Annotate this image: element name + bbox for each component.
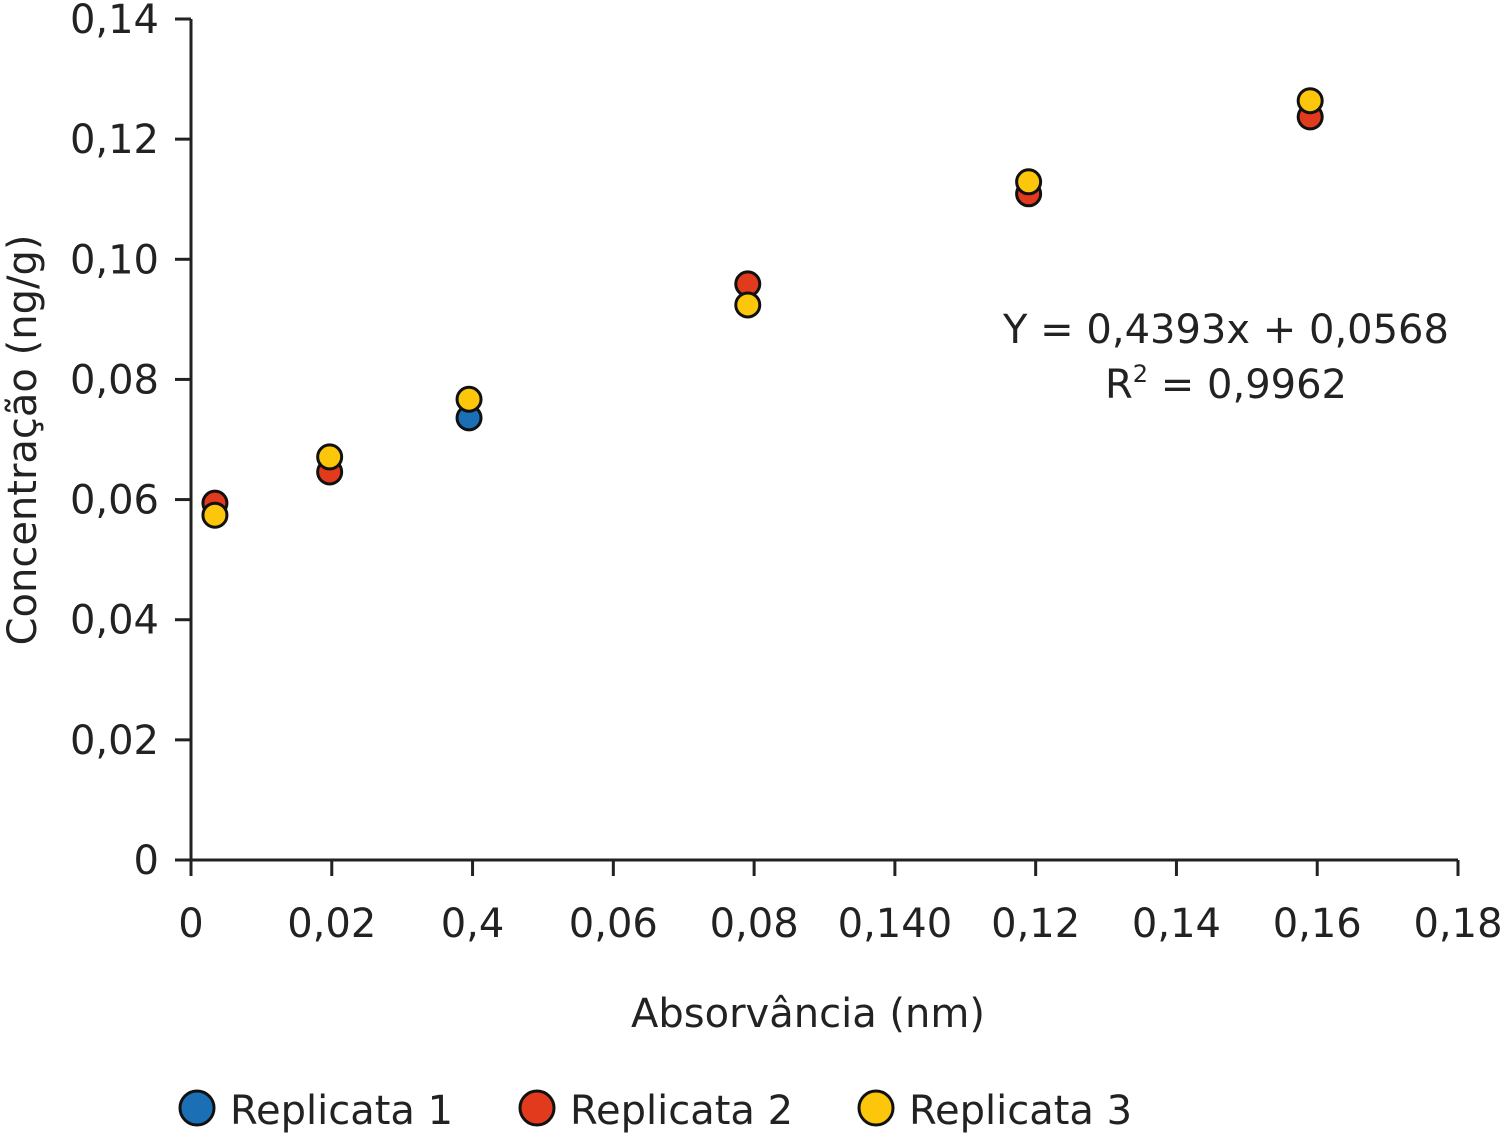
point-replicata-3 [316,443,344,471]
y-tick-label: 0,02 [70,718,159,764]
y-tick-label: 0,14 [70,0,159,43]
point-replicata-3 [1015,168,1043,196]
y-tick-label: 0 [134,838,159,884]
regression-equation: Y = 0,4393x + 0,0568 [1002,307,1449,353]
r2-label: R [1105,362,1133,408]
r-squared: R2 = 0,9962 [1105,360,1347,408]
x-tick-label: 0,14 [1132,901,1221,947]
x-tick-label: 0,140 [838,901,953,947]
legend-label-3: Replicata 3 [909,1088,1132,1134]
point-replicata-3 [201,501,229,529]
point-replicata-3 [1296,87,1324,115]
legend-label-2: Replicata 2 [570,1088,793,1134]
y-axis-title: Concentração (ng/g) [0,235,46,646]
x-tick-label: 0,06 [569,901,658,947]
x-axis-title: Absorvância (nm) [631,991,985,1037]
x-tick-label: 0,12 [991,901,1080,947]
data-points [201,87,1324,529]
x-tick-label: 0,18 [1413,901,1500,947]
legend-marker-3 [857,1089,895,1127]
r2-superscript: 2 [1133,360,1148,388]
point-replicata-3 [734,291,762,319]
legend-marker-2 [518,1089,556,1127]
y-tick-label: 0,10 [70,237,159,283]
x-tick-label: 0,02 [287,901,376,947]
axes [189,19,1458,862]
x-tick-label: 0,08 [710,901,799,947]
y-tick-label: 0,06 [70,478,159,524]
y-tick-label: 0,12 [70,117,159,163]
y-tick-label: 0,04 [70,598,159,644]
legend: Replicata 1 Replicata 2 Replicata 3 [178,1088,1132,1134]
x-ticks: 0 0,02 0,4 0,06 0,08 0,140 0,12 0,14 0,16 0,18 [178,860,1500,947]
x-tick-label: 0,16 [1273,901,1362,947]
legend-marker-1 [178,1089,216,1127]
x-tick-label: 0 [178,901,203,947]
legend-label-1: Replicata 1 [230,1088,453,1134]
y-ticks: 0 0,02 0,04 0,06 0,08 0,10 0,12 0,14 [70,0,191,884]
y-tick-label: 0,08 [70,357,159,403]
r2-value: = 0,9962 [1148,362,1347,408]
x-tick-label: 0,4 [441,901,505,947]
point-replicata-3 [455,385,483,413]
